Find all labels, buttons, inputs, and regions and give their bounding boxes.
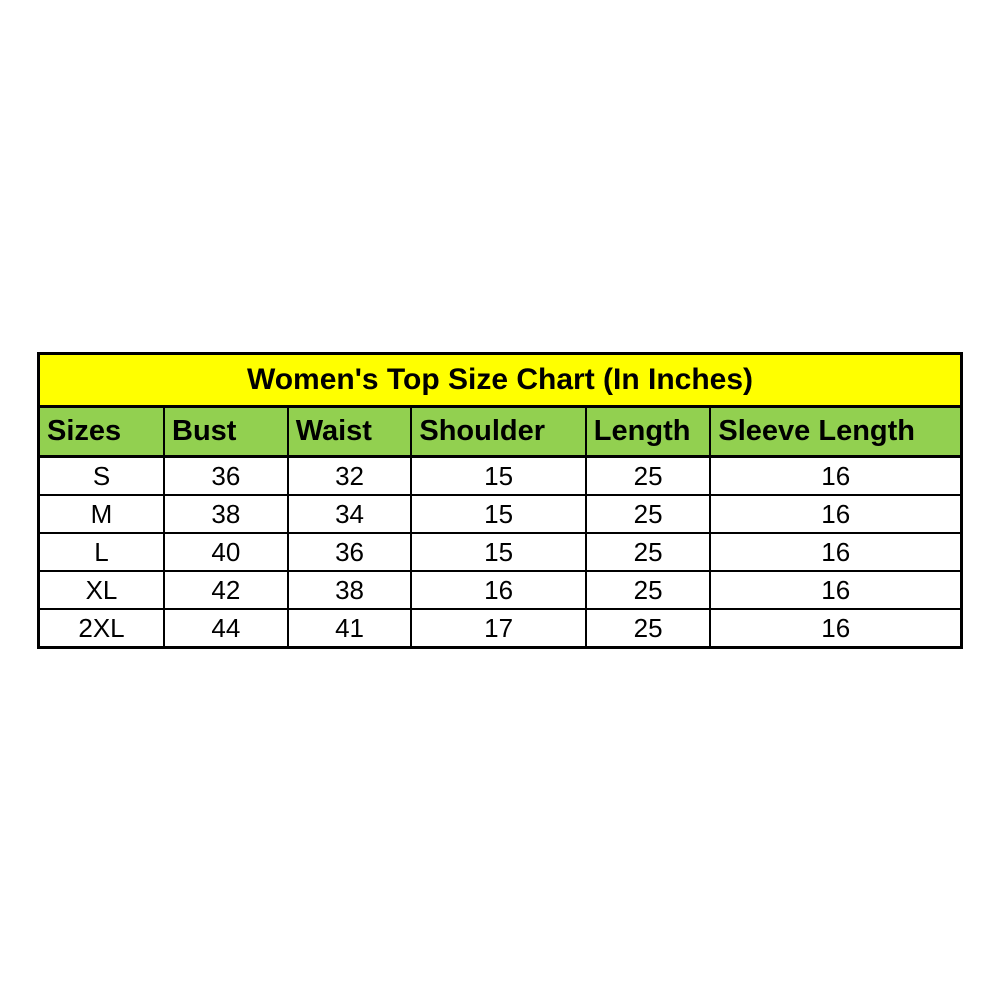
measurement-cell: 16: [709, 494, 963, 534]
table-title: Women's Top Size Chart (In Inches): [37, 352, 963, 408]
measurement-cell: 16: [709, 570, 963, 610]
measurement-cell: 25: [584, 494, 712, 534]
measurement-cell: 41: [286, 608, 413, 649]
measurement-cell: 16: [709, 608, 963, 649]
measurement-cell: 34: [286, 494, 413, 534]
measurement-cell: 40: [163, 532, 289, 572]
table-row-2xl: 2XL 44 41 17 25 16: [37, 608, 963, 649]
column-header-bust: Bust: [163, 405, 289, 458]
measurement-cell: 25: [584, 455, 712, 496]
size-label-cell: XL: [37, 570, 166, 610]
measurement-cell: 44: [163, 608, 289, 649]
measurement-cell: 38: [286, 570, 413, 610]
size-label-cell: L: [37, 532, 166, 572]
measurement-cell: 16: [709, 532, 963, 572]
size-label-cell: M: [37, 494, 166, 534]
measurement-cell: 25: [584, 608, 712, 649]
measurement-cell: 16: [410, 570, 587, 610]
measurement-cell: 16: [709, 455, 963, 496]
table-row-s: S 36 32 15 25 16: [37, 455, 963, 496]
size-chart-table: Women's Top Size Chart (In Inches) Sizes…: [37, 352, 963, 649]
measurement-cell: 15: [410, 455, 587, 496]
column-header-length: Length: [584, 405, 712, 458]
column-header-shoulder: Shoulder: [410, 405, 587, 458]
measurement-cell: 36: [286, 532, 413, 572]
table-title-row: Women's Top Size Chart (In Inches): [37, 352, 963, 408]
measurement-cell: 25: [584, 570, 712, 610]
size-label-cell: S: [37, 455, 166, 496]
column-header-sleeve-length: Sleeve Length: [709, 405, 963, 458]
column-header-waist: Waist: [286, 405, 413, 458]
measurement-cell: 25: [584, 532, 712, 572]
table-row-l: L 40 36 15 25 16: [37, 532, 963, 572]
table-row-xl: XL 42 38 16 25 16: [37, 570, 963, 610]
column-header-sizes: Sizes: [37, 405, 166, 458]
measurement-cell: 15: [410, 532, 587, 572]
measurement-cell: 36: [163, 455, 289, 496]
measurement-cell: 17: [410, 608, 587, 649]
table-row-m: M 38 34 15 25 16: [37, 494, 963, 534]
measurement-cell: 15: [410, 494, 587, 534]
measurement-cell: 42: [163, 570, 289, 610]
measurement-cell: 32: [286, 455, 413, 496]
table-header-row: Sizes Bust Waist Shoulder Length Sleeve Lengt…: [37, 405, 963, 458]
measurement-cell: 38: [163, 494, 289, 534]
size-label-cell: 2XL: [37, 608, 166, 649]
size-chart: Women's Top Size Chart (In Inches) Sizes…: [37, 352, 963, 649]
